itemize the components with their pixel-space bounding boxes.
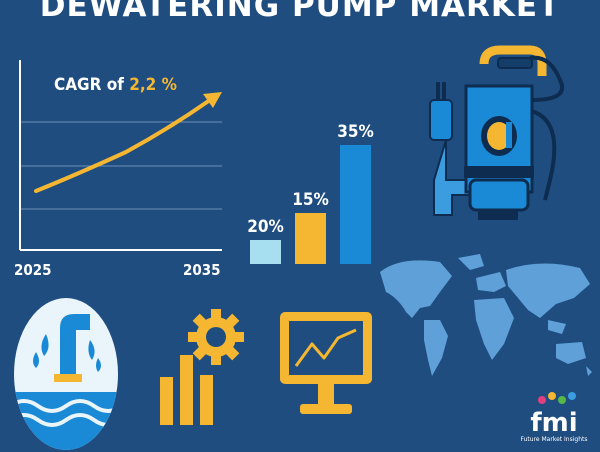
world-map-icon <box>380 254 592 376</box>
growth-trend-line <box>34 98 212 193</box>
percentage-bar-chart: 20% 15% 35% <box>247 122 374 264</box>
fmi-logo-dots <box>538 392 576 404</box>
bar-label-3: 35% <box>337 122 374 142</box>
chart-gridlines <box>20 121 222 210</box>
svg-text:CAGR of 2,2 %: CAGR of 2,2 % <box>54 75 177 95</box>
water-fountain-icon <box>14 298 118 450</box>
gear-icon <box>188 309 244 365</box>
bar-3 <box>340 145 371 264</box>
fmi-company-name: Future Market Insights <box>520 436 588 443</box>
fmi-logo: fmi Future Market Insights <box>512 388 596 448</box>
bar-label-2: 15% <box>292 190 329 210</box>
fmi-logo-mark: fmi <box>530 408 578 438</box>
cagr-label: CAGR of <box>54 75 129 95</box>
arrow-head-icon <box>203 92 222 108</box>
bar-2 <box>295 213 326 264</box>
cagr-value: 2,2 % <box>129 75 177 95</box>
monitor-chart-icon <box>280 312 372 414</box>
year-start-label: 2025 <box>14 261 52 279</box>
submersible-pump-icon <box>429 45 564 220</box>
page-title: DEWATERING PUMP MARKET <box>39 0 561 24</box>
bar-1 <box>250 240 281 264</box>
year-end-label: 2035 <box>183 261 221 279</box>
gear-growth-icon <box>160 309 244 425</box>
cagr-line-chart: CAGR of 2,2 % 2025 2035 <box>14 60 222 279</box>
bar-label-1: 20% <box>247 217 284 237</box>
